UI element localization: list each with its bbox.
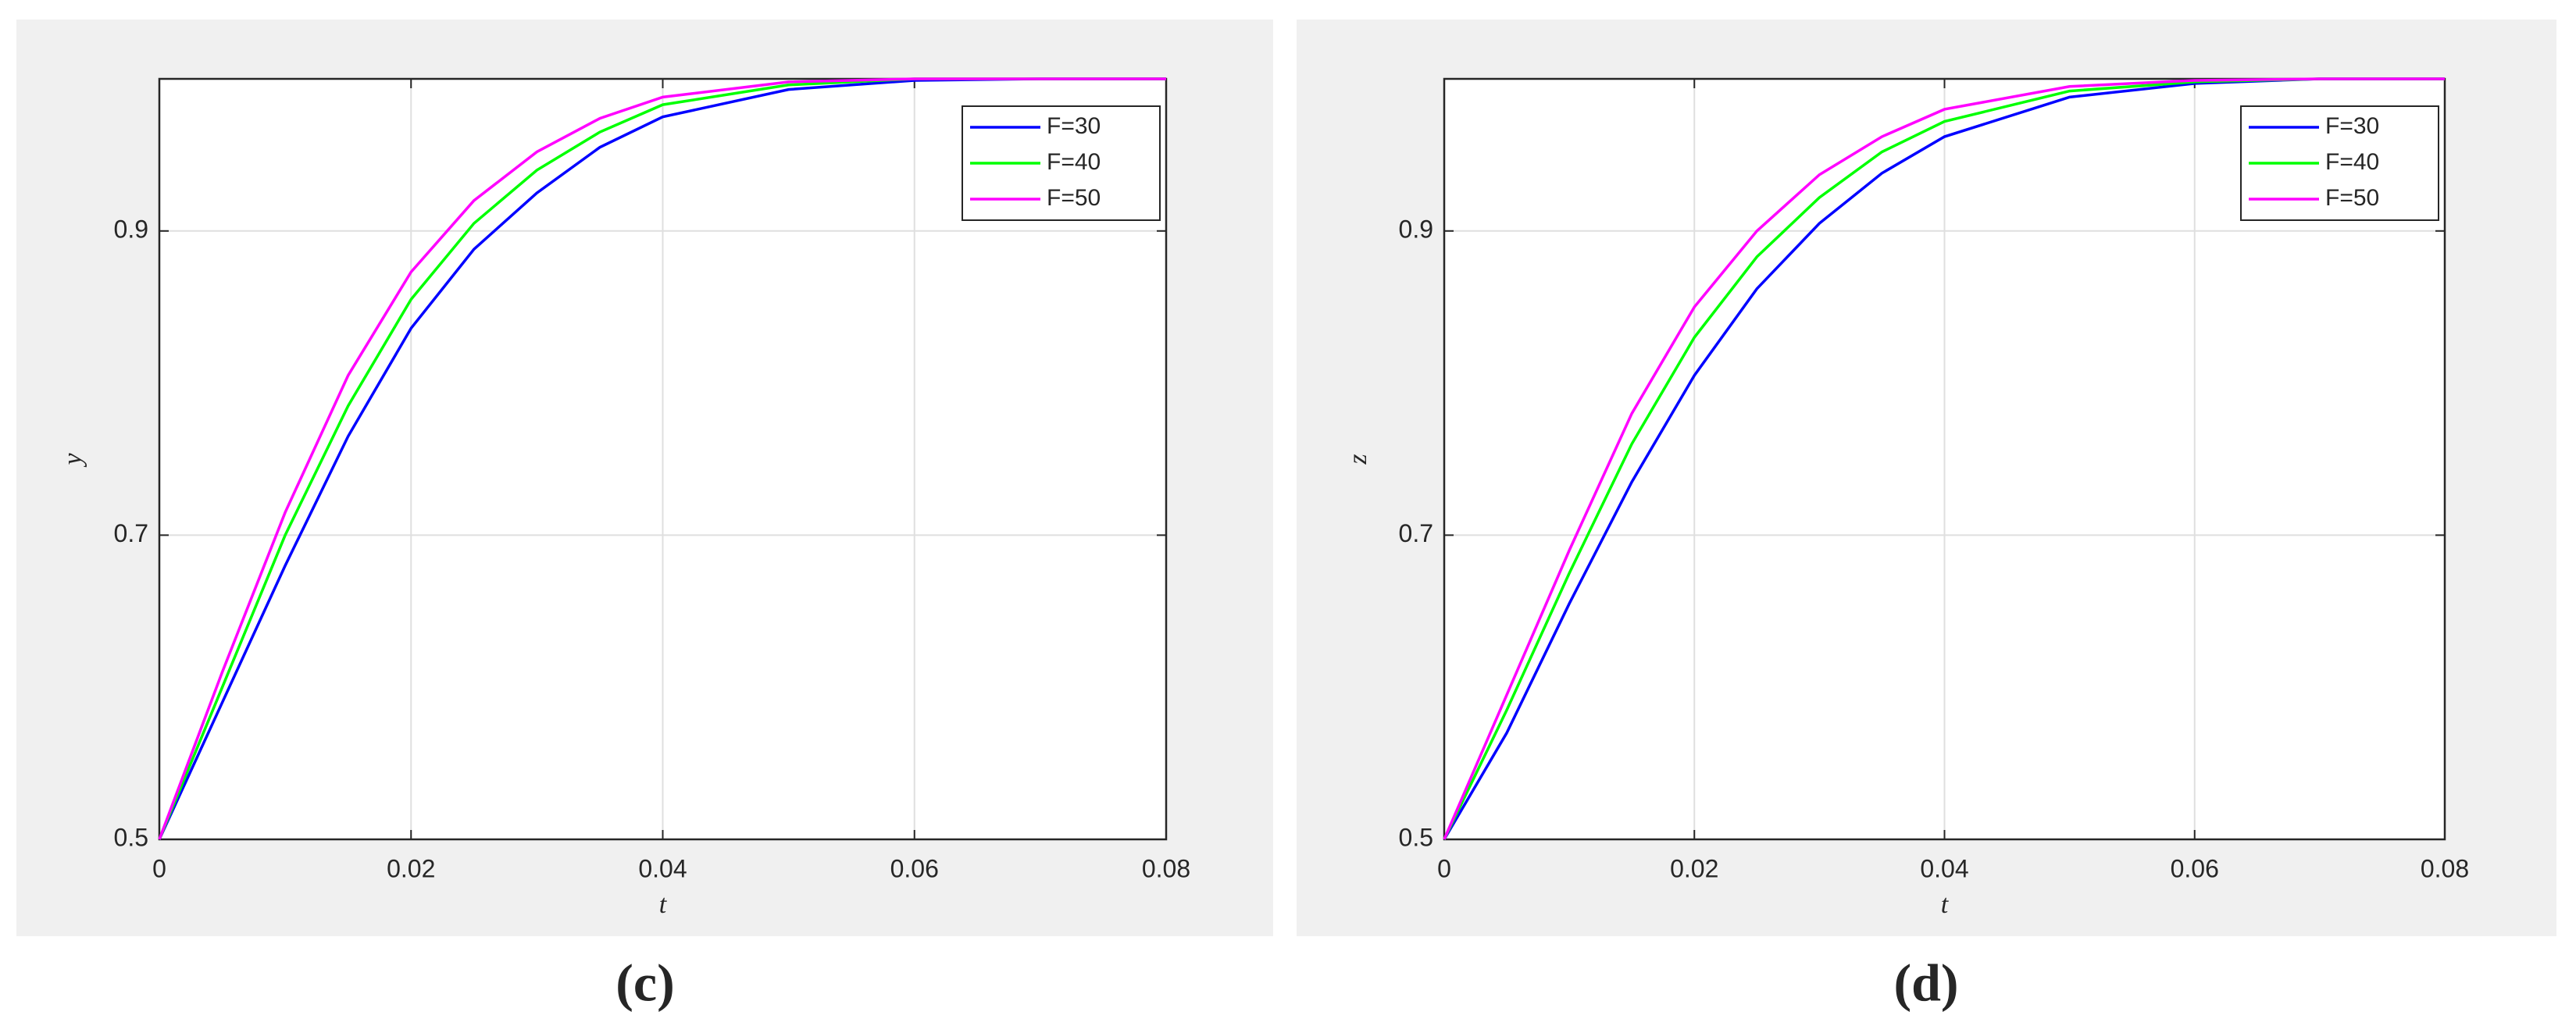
x-tick-label: 0.08 <box>2421 854 2469 882</box>
y-tick-label: 0.9 <box>114 215 148 243</box>
x-tick-label: 0.08 <box>1142 854 1190 882</box>
x-tick-label: 0 <box>1437 854 1451 882</box>
x-tick-label: 0.06 <box>2171 854 2219 882</box>
data-line <box>1443 77 2445 840</box>
data-line <box>158 77 1166 840</box>
y-tick-label: 0.9 <box>1399 215 1433 243</box>
data-line <box>158 77 1166 840</box>
y-tick-label: 0.5 <box>1399 823 1433 851</box>
legend-label: F=50 <box>1047 185 1101 211</box>
x-tick-label: 0.06 <box>890 854 939 882</box>
legend-label: F=40 <box>1047 149 1101 175</box>
x-tick-label: 0.04 <box>1920 854 1968 882</box>
x-axis-label: t <box>1941 890 1950 919</box>
legend-label: F=30 <box>2325 113 2379 139</box>
x-axis-label: t <box>659 890 668 919</box>
y-axis-label: y <box>59 453 87 468</box>
legend-label: F=30 <box>1047 113 1101 139</box>
x-tick-label: 0 <box>152 854 166 882</box>
caption: (c) <box>615 953 674 1013</box>
y-tick-label: 0.7 <box>114 519 148 547</box>
legend-label: F=50 <box>2325 185 2379 211</box>
x-tick-label: 0.02 <box>1670 854 1718 882</box>
legend-label: F=40 <box>2325 149 2379 175</box>
y-axis-label: z <box>1343 454 1372 465</box>
y-tick-label: 0.5 <box>114 823 148 851</box>
axes-box <box>1443 77 2446 841</box>
axes-box <box>158 77 1168 841</box>
x-tick-label: 0.04 <box>638 854 687 882</box>
caption: (d) <box>1893 953 1958 1013</box>
data-line <box>1443 77 2445 840</box>
data-line <box>1443 77 2445 840</box>
x-tick-label: 0.02 <box>387 854 435 882</box>
y-tick-label: 0.7 <box>1399 519 1433 547</box>
